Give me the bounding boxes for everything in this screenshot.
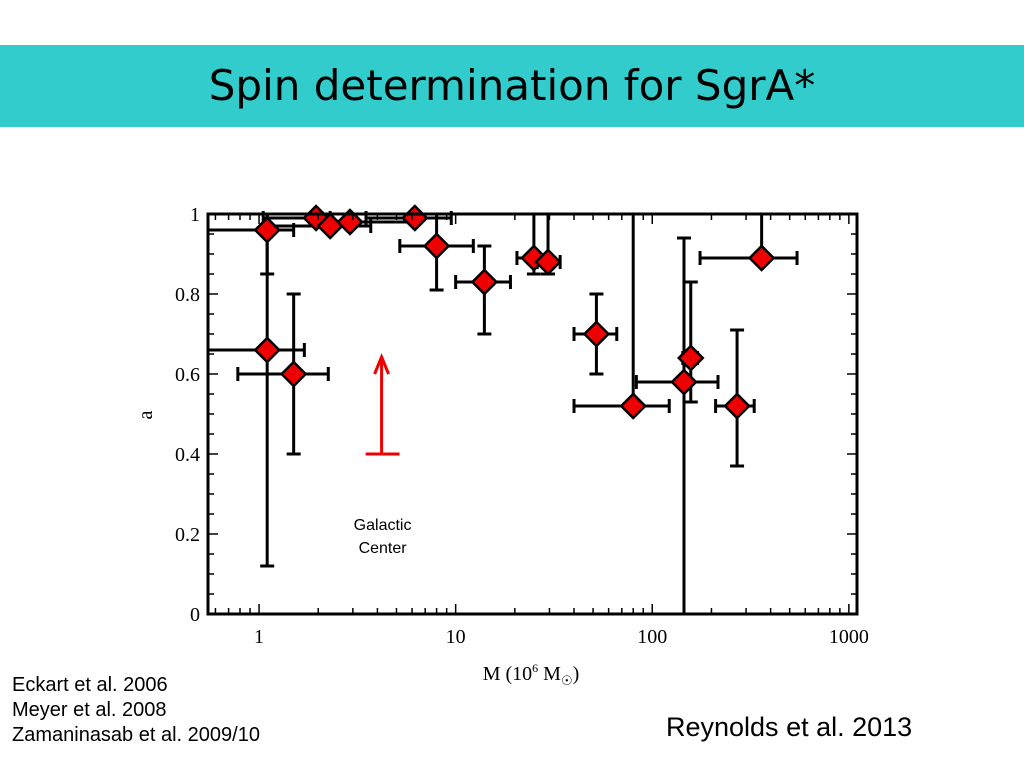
- x-axis-label-unit: M: [538, 663, 561, 685]
- annotation-label-line-2: Center: [359, 540, 408, 557]
- title-bar: Spin determination for SgrA*: [0, 45, 1024, 127]
- reference-2: Meyer et al. 2008: [12, 699, 167, 721]
- slide-title: Spin determination for SgrA*: [208, 61, 816, 110]
- y-axis-label: a: [135, 410, 157, 419]
- x-tick-label: 10: [446, 626, 466, 648]
- x-axis-label: M (106 M☉): [483, 661, 580, 688]
- tick-labels: 1 10 100 1000 0 0.2 0.4 0.6 0.8 1: [175, 204, 869, 648]
- y-tick-label: 0: [190, 604, 200, 626]
- data-point: [619, 392, 647, 420]
- data-markers: [253, 204, 776, 420]
- data-point: [723, 392, 751, 420]
- y-tick-label: 0.6: [175, 364, 200, 386]
- plot-frame: [206, 212, 859, 616]
- arrow-head: [373, 353, 390, 375]
- data-point: [422, 232, 451, 260]
- x-tick-label: 100: [637, 626, 667, 648]
- data-point: [253, 336, 281, 364]
- y-tick-label: 0.8: [175, 284, 200, 306]
- reference-1: Eckart et al. 2006: [12, 674, 168, 696]
- data-point: [670, 368, 698, 396]
- data-point: [747, 244, 776, 272]
- x-axis-label-exponent: 6: [532, 661, 538, 675]
- y-tick-label: 0.2: [175, 524, 200, 546]
- x-axis-label-sun: ☉: [561, 673, 573, 688]
- galactic-center-annotation: Galactic Center: [354, 353, 412, 557]
- x-tick-label: 1: [254, 626, 264, 648]
- reference-list: Eckart et al. 2006 Meyer et al. 2008 Zam…: [12, 673, 260, 748]
- x-axis-label-prefix: M (10: [483, 663, 532, 685]
- x-axis-label-close: ): [573, 663, 580, 685]
- data-point: [677, 344, 705, 372]
- annotation-label-line-1: Galactic: [354, 517, 412, 534]
- data-point: [582, 320, 611, 348]
- y-tick-label: 1: [190, 204, 200, 226]
- data-point: [470, 268, 499, 296]
- source-credit: Reynolds et al. 2013: [666, 712, 913, 742]
- data-point: [279, 360, 308, 388]
- data-point: [534, 248, 562, 276]
- data-point: [336, 208, 364, 236]
- y-tick-label: 0.4: [175, 444, 200, 466]
- data-point: [401, 204, 429, 232]
- x-tick-label: 1000: [829, 626, 869, 648]
- reference-3: Zamaninasab et al. 2009/10: [12, 724, 260, 746]
- error-bars: [206, 211, 799, 614]
- data-point: [253, 216, 281, 244]
